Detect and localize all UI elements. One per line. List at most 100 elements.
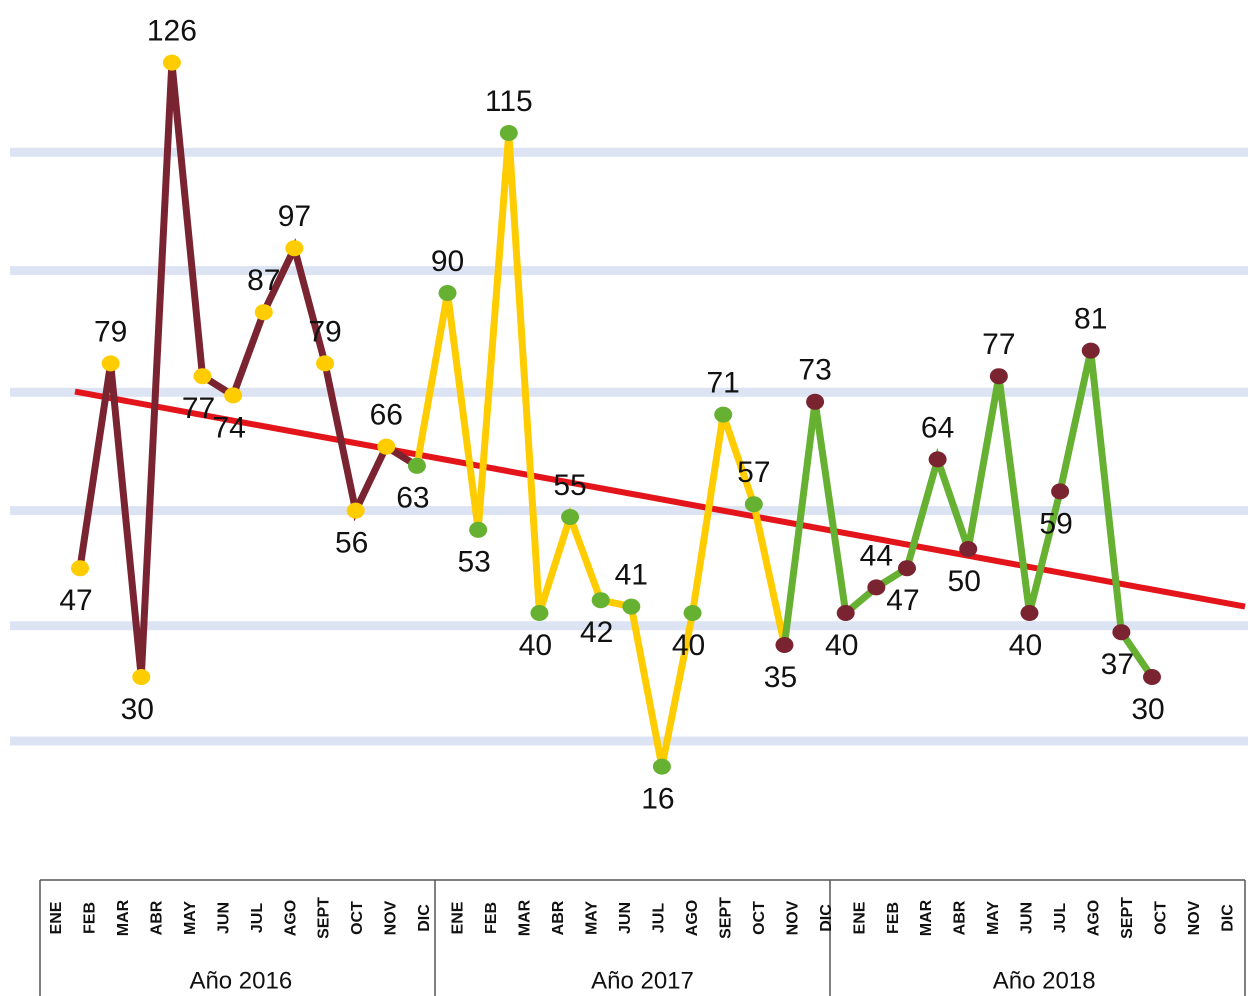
x-tick-label: ENE xyxy=(48,901,65,934)
data-label: 79 xyxy=(94,315,127,348)
x-tick-label: ENE xyxy=(851,901,868,934)
data-label: 53 xyxy=(457,546,490,579)
marker xyxy=(1020,605,1039,621)
marker xyxy=(622,598,641,615)
x-tick-label: NOV xyxy=(1186,900,1203,935)
group-label: Año 2016 xyxy=(189,967,292,994)
marker xyxy=(897,560,916,577)
x-tick-label: MAR xyxy=(115,899,132,936)
series-line xyxy=(413,132,788,768)
data-label: 59 xyxy=(1039,507,1072,540)
marker xyxy=(928,451,947,468)
marker xyxy=(836,605,855,621)
marker xyxy=(989,368,1008,385)
x-tick-label: AGO xyxy=(282,900,299,936)
marker xyxy=(714,406,733,423)
marker xyxy=(438,285,457,301)
data-label: 30 xyxy=(121,693,154,726)
data-label: 44 xyxy=(860,539,893,572)
x-tick-label: DIC xyxy=(416,904,433,932)
x-tick-label: JUN xyxy=(1019,902,1036,934)
marker xyxy=(162,54,181,71)
marker xyxy=(285,240,304,257)
marker xyxy=(775,637,794,653)
x-tick-label: JUL xyxy=(249,903,266,933)
data-label: 42 xyxy=(580,616,613,649)
marker xyxy=(254,304,273,321)
group-label: Año 2017 xyxy=(591,967,694,994)
x-tick-label: DIC xyxy=(1219,904,1236,932)
x-tick-label: OCT xyxy=(1153,901,1170,935)
x-tick-label: JUN xyxy=(215,902,232,934)
x-tick-label: AGO xyxy=(1086,900,1103,936)
data-label: 77 xyxy=(182,392,215,425)
x-tick-label: ENE xyxy=(450,901,467,934)
x-tick-label: MAY xyxy=(182,901,199,935)
marker xyxy=(867,579,886,596)
x-tick-label: ABR xyxy=(148,900,165,935)
marker xyxy=(469,521,488,538)
data-label: 63 xyxy=(396,482,429,515)
marker xyxy=(561,509,580,525)
data-label: 81 xyxy=(1074,303,1107,336)
marker xyxy=(1051,483,1070,500)
x-tick-label: ABR xyxy=(550,900,567,935)
data-label: 57 xyxy=(737,456,770,489)
x-tick-label: MAY xyxy=(985,901,1002,935)
x-tick-label: AGO xyxy=(684,900,701,936)
data-label: 50 xyxy=(948,565,981,598)
data-label: 40 xyxy=(1009,629,1042,662)
marker xyxy=(806,393,825,410)
marker xyxy=(316,355,335,372)
data-label: 35 xyxy=(764,661,797,694)
data-label: 79 xyxy=(308,315,341,348)
x-tick-label: FEB xyxy=(81,902,98,934)
group-label: Año 2018 xyxy=(993,967,1096,994)
x-tick-label: DIC xyxy=(818,904,835,932)
data-label: 90 xyxy=(431,245,464,278)
data-label: 30 xyxy=(1131,693,1164,726)
x-tick-label: ABR xyxy=(952,900,969,935)
x-tick-label: SEPT xyxy=(717,897,734,939)
data-label: 87 xyxy=(247,264,280,297)
axis-frame xyxy=(39,879,1246,996)
marker xyxy=(346,502,365,519)
marker xyxy=(530,605,549,621)
data-label: 56 xyxy=(335,527,368,560)
marker xyxy=(652,758,671,775)
data-label: 40 xyxy=(672,629,705,662)
data-label: 40 xyxy=(519,629,552,662)
data-label: 55 xyxy=(553,469,586,502)
x-tick-label: SEPT xyxy=(1119,897,1136,939)
x-tick-label: JUL xyxy=(1052,903,1069,933)
marker xyxy=(683,605,702,621)
series-line xyxy=(76,62,419,678)
marker xyxy=(1112,624,1131,641)
x-tick-label: MAR xyxy=(918,899,935,936)
x-tick-label: JUN xyxy=(617,902,634,934)
marker xyxy=(224,387,243,404)
data-label: 77 xyxy=(982,328,1015,361)
marker xyxy=(959,541,978,557)
data-label: 41 xyxy=(615,559,648,592)
marker xyxy=(407,457,426,474)
data-label: 37 xyxy=(1101,648,1134,681)
x-tick-label: NOV xyxy=(784,900,801,935)
data-label: 74 xyxy=(212,411,245,444)
data-label: 64 xyxy=(921,411,954,444)
marker xyxy=(591,592,610,609)
data-label: 115 xyxy=(485,85,533,118)
marker xyxy=(1143,669,1161,685)
x-tick-label: OCT xyxy=(349,901,366,935)
trend-line xyxy=(74,388,1246,610)
marker xyxy=(132,669,151,685)
data-label: 47 xyxy=(59,584,92,617)
x-tick-label: OCT xyxy=(751,901,768,935)
x-tick-label: MAY xyxy=(584,901,601,935)
marker xyxy=(377,438,396,455)
marker xyxy=(499,125,518,141)
data-label: 66 xyxy=(370,399,403,432)
marker xyxy=(1081,342,1100,359)
data-label: 73 xyxy=(798,354,831,387)
